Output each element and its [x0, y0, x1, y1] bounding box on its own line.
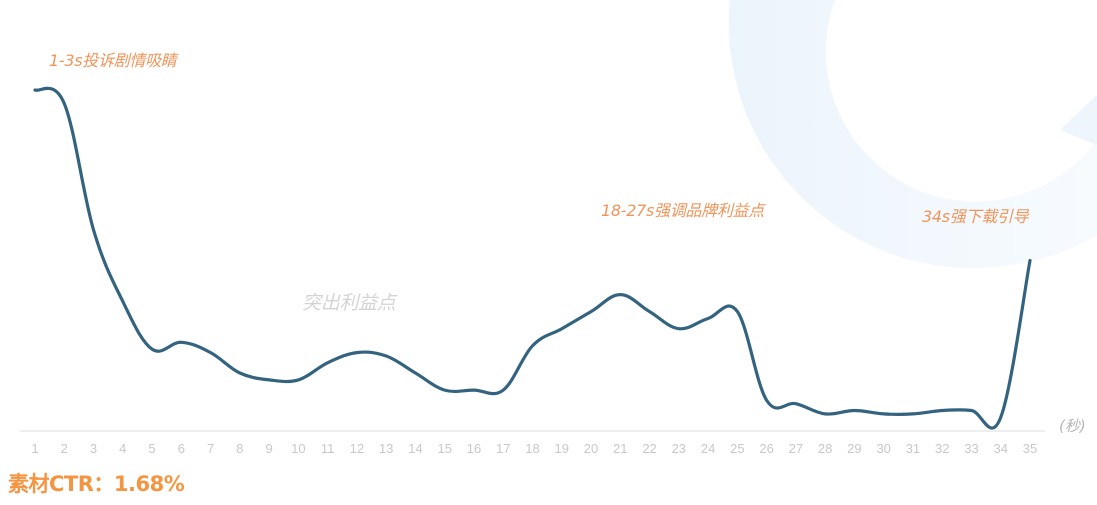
retention-curve: [33, 86, 1032, 430]
x-tick-label: 11: [320, 441, 335, 456]
x-tick-label: 35: [1022, 441, 1038, 456]
x-tick-label: 28: [817, 441, 833, 456]
annotation-brand-benefit: 18-27s强调品牌利益点: [601, 201, 764, 220]
x-tick-label: 23: [671, 441, 687, 456]
x-tick-label: 24: [700, 441, 716, 456]
x-tick-label: 22: [642, 441, 657, 456]
x-tick-label: 5: [148, 441, 156, 456]
x-tick-label: 19: [554, 441, 569, 456]
x-tick-label: 30: [876, 441, 891, 456]
x-tick-label: 15: [437, 441, 452, 456]
x-tick-label: 21: [613, 441, 628, 456]
x-tick-label: 7: [206, 441, 215, 456]
x-tick-label: 32: [934, 441, 950, 456]
x-tick-label: 4: [119, 441, 127, 456]
x-tick-label: 29: [847, 441, 862, 456]
x-tick-label: 27: [788, 441, 804, 456]
annotation-opening: 1-3s投诉剧情吸睛: [49, 51, 177, 70]
x-tick-label: 2: [60, 441, 68, 456]
x-tick-label: 12: [349, 441, 365, 456]
annotation-download-guide: 34s强下载引导: [922, 207, 1029, 226]
x-tick-label: 3: [89, 441, 98, 456]
x-tick-label: 34: [993, 441, 1008, 456]
x-tick-label: 26: [759, 441, 774, 456]
x-tick-label: 16: [466, 441, 482, 456]
ctr-summary: 素材CTR：1.68%: [8, 472, 185, 496]
x-tick-label: 20: [583, 441, 599, 456]
x-tick-label: 17: [496, 441, 511, 456]
annotation-highlight-benefit: 突出利益点: [302, 292, 396, 314]
x-tick-label: 1: [31, 441, 39, 456]
x-tick-label: 31: [905, 441, 921, 456]
x-tick-label: 14: [408, 441, 423, 456]
x-tick-label: 10: [291, 441, 306, 456]
x-tick-label: 8: [236, 441, 244, 456]
x-tick-label: 25: [730, 441, 745, 456]
x-tick-label: 9: [265, 441, 273, 456]
x-axis-unit: (秒): [1059, 417, 1086, 435]
x-tick-label: 33: [964, 441, 979, 456]
x-tick-label: 18: [525, 441, 540, 456]
x-tick-label: 6: [177, 441, 185, 456]
x-tick-label: 13: [378, 441, 394, 456]
